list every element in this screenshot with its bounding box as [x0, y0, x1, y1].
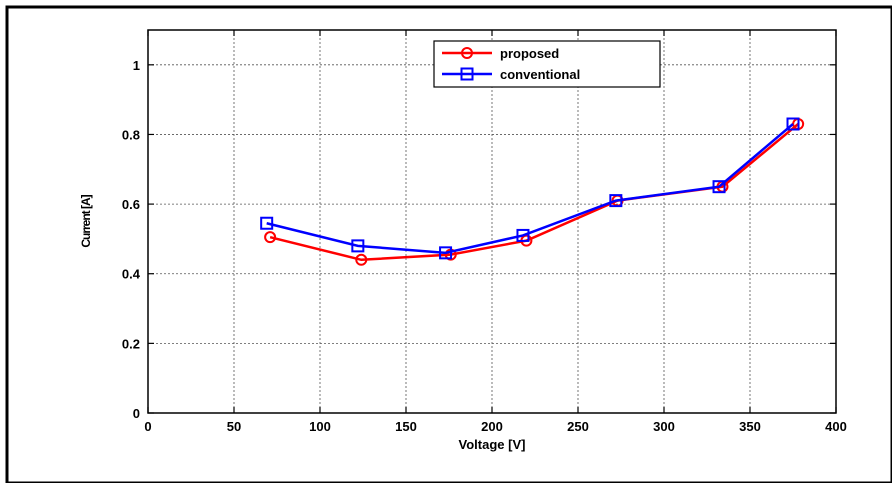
data-point-conventional: [516, 228, 530, 242]
y-axis-label: Current [A]: [79, 194, 93, 247]
y-tick-label: 0.2: [122, 336, 140, 351]
data-point-conventional: [712, 180, 726, 194]
x-tick-label: 250: [567, 419, 589, 434]
x-tick-label: 50: [227, 419, 241, 434]
legend-label-conventional: conventional: [500, 67, 580, 82]
data-point-conventional: [786, 117, 800, 131]
y-tick-label: 0.8: [122, 127, 140, 142]
x-axis-label: Voltage [V]: [459, 437, 526, 452]
series-line-conventional: [266, 123, 794, 255]
axis-ticks: 0 50 100 150 200 250 300 350 400 0 0.2 0.4 0.6 0.8 1: [122, 30, 847, 434]
legend-marker-conventional: [460, 67, 474, 81]
data-point-proposed: [264, 231, 277, 244]
series-layer: [260, 117, 805, 266]
y-tick-label: 0.6: [122, 197, 140, 212]
data-point-conventional: [260, 216, 274, 230]
x-tick-label: 350: [739, 419, 761, 434]
x-tick-label: 150: [395, 419, 417, 434]
y-tick-label: 0: [133, 406, 140, 421]
data-point-conventional: [351, 239, 365, 253]
legend-marker-proposed: [461, 47, 473, 59]
x-tick-label: 400: [825, 419, 847, 434]
x-tick-label: 300: [653, 419, 675, 434]
x-tick-label: 200: [481, 419, 503, 434]
legend: proposed conventional: [433, 40, 661, 88]
data-point-conventional: [609, 194, 623, 208]
x-tick-label: 0: [144, 419, 151, 434]
data-point-conventional: [439, 246, 453, 260]
series-conventional: [260, 117, 800, 260]
y-tick-label: 1: [133, 58, 140, 73]
x-tick-label: 100: [309, 419, 331, 434]
legend-label-proposed: proposed: [500, 46, 559, 61]
y-tick-label: 0.4: [122, 267, 141, 282]
data-point-proposed: [355, 253, 368, 266]
